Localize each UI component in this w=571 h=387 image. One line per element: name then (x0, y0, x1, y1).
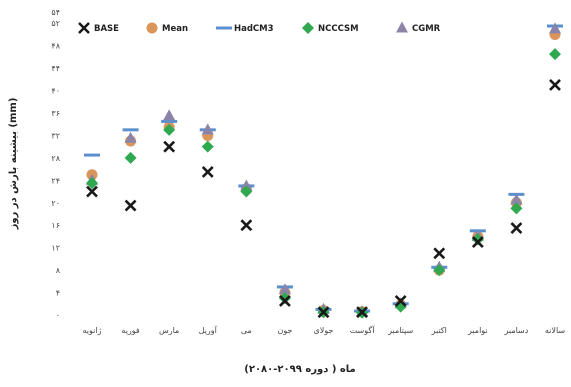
legend-label-ncccsm: NCCCSM (318, 24, 359, 34)
data-point-cgmr (201, 123, 214, 135)
x-tick-label: اکتبر (431, 326, 447, 335)
data-point-hadcm3 (84, 153, 100, 157)
data-point-cgmr (510, 193, 523, 205)
legend: BASE Mean HadCM3 NCCCSM CGMR (78, 21, 441, 34)
x-tick-label: سپتامبر (387, 326, 413, 335)
data-point-base (124, 199, 137, 212)
y-tick-label: ۴۰ (51, 87, 60, 96)
data-point-base (433, 247, 446, 260)
legend-marker-hadcm3 (216, 26, 232, 30)
data-point-ncccsm (433, 264, 446, 277)
y-tick-label: ۴۸ (51, 42, 60, 51)
x-tick-label: جون (277, 326, 292, 335)
legend-label-hadcm3: HadCM3 (234, 24, 274, 34)
data-point-ncccsm (549, 48, 561, 61)
data-point-base (163, 140, 176, 153)
y-tick-label: ۲۸ (51, 154, 60, 163)
y-tick-label: ۴ (56, 289, 60, 298)
data-point-cgmr (240, 179, 253, 191)
x-tick-label: آگوست (350, 325, 376, 335)
data-point-base (317, 306, 330, 319)
data-point-base (356, 306, 369, 319)
legend-marker-cgmr (396, 21, 408, 33)
data-point-ncccsm (510, 202, 523, 215)
y-tick-label: ۳۲ (51, 131, 60, 140)
y-tick-label: ۵۲ (51, 19, 60, 28)
y-tick-label: ۱۲ (51, 244, 60, 253)
data-point-ncccsm (278, 292, 291, 305)
data-point-base (201, 165, 214, 178)
x-tick-label: دسامبر (504, 326, 529, 335)
y-tick-label: ۲۰ (51, 199, 60, 208)
legend-marker-base (78, 22, 90, 34)
legend-label-mean: Mean (162, 24, 188, 34)
x-tick-label: می (241, 326, 252, 335)
data-point-cgmr (278, 283, 291, 295)
data-point-base (510, 222, 523, 234)
data-point-base (549, 79, 561, 91)
y-tick-label: ۸ (56, 266, 61, 275)
plot-markers (84, 22, 563, 319)
data-point-ncccsm (240, 185, 253, 198)
y-axis-title: بیشینه بارش در روز (mm) (8, 98, 19, 231)
legend-marker-mean (146, 22, 158, 34)
data-point-ncccsm (163, 123, 176, 136)
data-point-ncccsm (471, 233, 484, 246)
data-point-cgmr (124, 131, 137, 143)
y-tick-label: ۲۴ (51, 176, 60, 185)
data-point-base (278, 295, 291, 307)
data-point-ncccsm (201, 140, 214, 153)
y-tick-label: ۵۴ (51, 8, 60, 17)
x-tick-label: مارس (159, 326, 179, 335)
data-point-base (240, 219, 253, 232)
y-tick-label: ۰ (56, 311, 60, 320)
data-point-ncccsm (86, 177, 98, 190)
data-point-base (471, 236, 484, 248)
data-point-base (86, 185, 98, 198)
legend-marker-ncccsm (302, 22, 314, 34)
legend-label-base: BASE (94, 24, 119, 34)
data-point-cgmr (549, 22, 561, 34)
x-axis-title: ماه ( دوره ۲۰۹۹-۲۰۸۰) (244, 364, 355, 375)
y-tick-label: ۴۴ (51, 64, 60, 73)
y-tick-label: ۱۶ (51, 221, 60, 230)
x-tick-label: ژانویه (83, 326, 102, 335)
data-point-base (394, 295, 407, 307)
x-tick-label: نوامبر (467, 326, 488, 335)
legend-label-cgmr: CGMR (412, 24, 441, 34)
data-point-ncccsm (124, 151, 137, 164)
data-point-cgmr (163, 109, 176, 121)
y-tick-label: ۳۶ (51, 109, 60, 118)
x-axis: ژانویه فوریه مارس آوریل می جون جولای آگوست سپتام… (83, 325, 566, 335)
data-point-hadcm3 (161, 119, 178, 123)
data-point-hadcm3 (122, 128, 139, 132)
x-tick-label: آوریل (199, 325, 218, 335)
x-tick-label: جولای (314, 326, 334, 335)
x-tick-label: سالانه (545, 326, 566, 335)
x-tick-label: فوریه (121, 326, 140, 335)
